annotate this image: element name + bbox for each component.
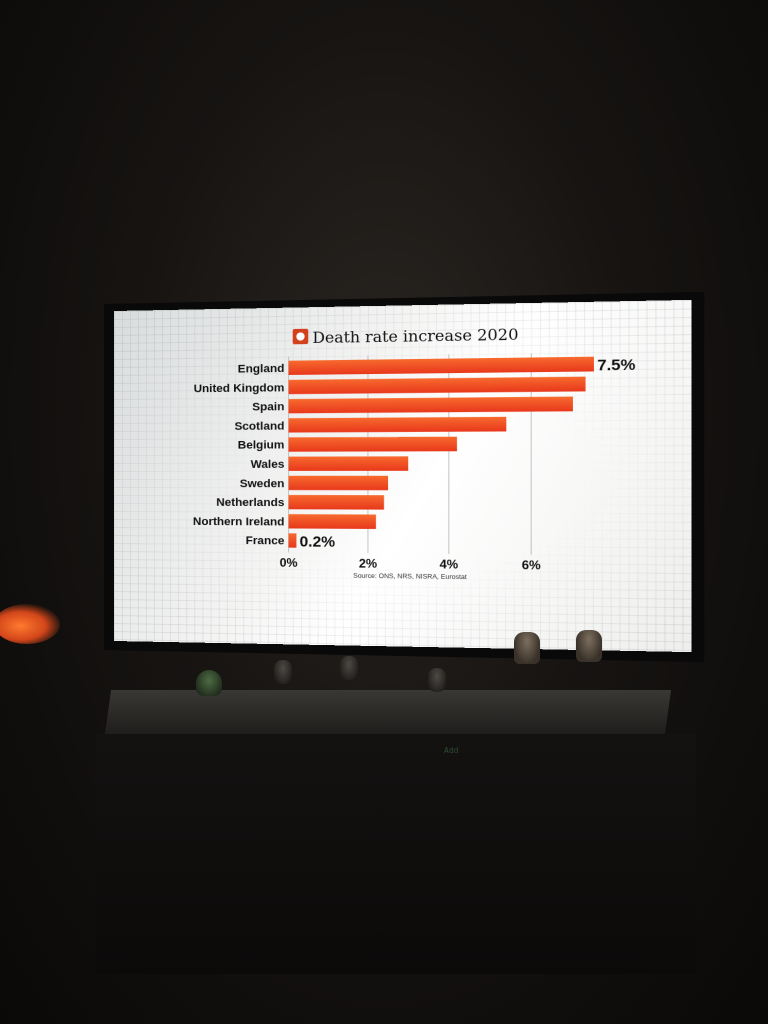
bar bbox=[289, 514, 376, 529]
figurine bbox=[514, 632, 540, 664]
bar bbox=[289, 417, 507, 433]
chart-title: Death rate increase 2020 bbox=[312, 325, 518, 347]
x-tick-label: 0% bbox=[280, 555, 298, 570]
category-label: Sweden bbox=[240, 478, 285, 490]
category-label: Wales bbox=[251, 459, 285, 471]
category-label: Belgium bbox=[238, 439, 285, 451]
figurine bbox=[340, 656, 358, 680]
figurine bbox=[428, 668, 446, 692]
value-label: 7.5% bbox=[597, 356, 635, 375]
category-label: England bbox=[238, 363, 285, 376]
category-label: Northern Ireland bbox=[193, 516, 284, 529]
value-label: 0.2% bbox=[300, 533, 336, 551]
category-label: United Kingdom bbox=[194, 382, 285, 395]
category-label: Spain bbox=[252, 401, 284, 414]
x-tick-label: 2% bbox=[359, 556, 378, 571]
figurine bbox=[274, 660, 292, 684]
tv-screen: Death rate increase 2020 England United K… bbox=[114, 300, 692, 652]
bar bbox=[289, 456, 409, 471]
bar bbox=[289, 476, 388, 490]
bar bbox=[289, 533, 297, 547]
bar-chart: Death rate increase 2020 England United K… bbox=[114, 300, 692, 652]
source-note: Source: ONS, NRS, NISRA, Eurostat bbox=[353, 573, 467, 582]
category-label: Netherlands bbox=[216, 497, 284, 509]
tv-cabinet bbox=[96, 734, 696, 974]
category-label: Scotland bbox=[235, 420, 285, 433]
bar bbox=[289, 357, 594, 375]
bar bbox=[289, 397, 573, 414]
x-tick-label: 4% bbox=[440, 557, 459, 572]
title-group: Death rate increase 2020 bbox=[293, 325, 519, 347]
x-tick-labels: 0% 2% 4% 6% bbox=[280, 555, 541, 572]
bars bbox=[289, 357, 594, 550]
category-label: France bbox=[246, 535, 285, 548]
bar bbox=[289, 495, 384, 510]
x-tick-label: 6% bbox=[522, 558, 541, 573]
bar bbox=[289, 377, 586, 395]
category-labels: England United Kingdom Spain Scotland Belgiu… bbox=[193, 363, 284, 548]
device-display: Add bbox=[444, 746, 458, 755]
figurine bbox=[576, 630, 602, 662]
tv-shelf bbox=[105, 690, 671, 734]
green-figurine bbox=[196, 670, 222, 696]
bar bbox=[289, 437, 457, 452]
